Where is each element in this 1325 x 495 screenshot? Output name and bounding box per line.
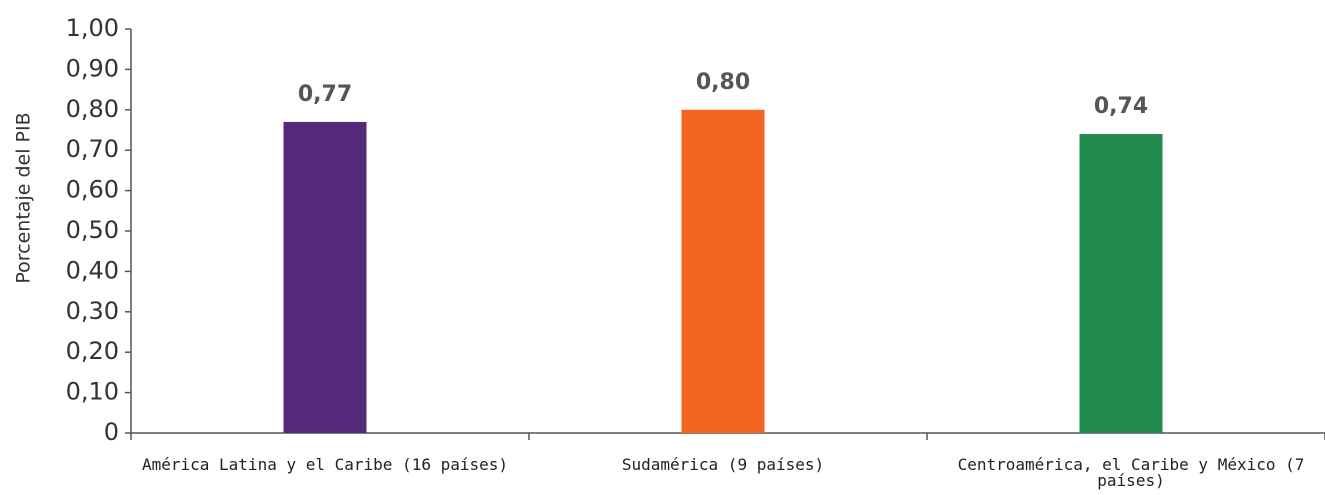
y-tick-label: 0,60 xyxy=(66,176,119,204)
y-tick-label: 0,50 xyxy=(66,216,119,244)
value-label: 0,80 xyxy=(696,70,750,95)
y-tick-label: 0,10 xyxy=(66,378,119,406)
value-label: 0,77 xyxy=(298,82,352,107)
y-tick-label: 0,90 xyxy=(66,54,119,82)
x-tick-label: Centroamérica, el Caribe y México (7 paí… xyxy=(957,455,1305,490)
y-axis-label: Porcentaje del PIB xyxy=(13,112,35,283)
y-tick-label: 0,30 xyxy=(66,297,119,325)
x-tick-label: América Latina y el Caribe (16 países) xyxy=(141,455,509,474)
bar xyxy=(681,109,765,434)
y-tick-label: 0 xyxy=(104,418,119,446)
y-tick-label: 1,00 xyxy=(66,14,119,42)
y-tick-label: 0,20 xyxy=(66,337,119,365)
bar xyxy=(1079,134,1163,434)
x-tick-label: Sudamérica (9 países) xyxy=(621,455,825,474)
y-tick-label: 0,70 xyxy=(66,135,119,163)
y-tick-label: 0,40 xyxy=(66,256,119,284)
value-label: 0,74 xyxy=(1094,94,1148,119)
y-tick-label: 0,80 xyxy=(66,95,119,123)
bar xyxy=(283,121,367,434)
